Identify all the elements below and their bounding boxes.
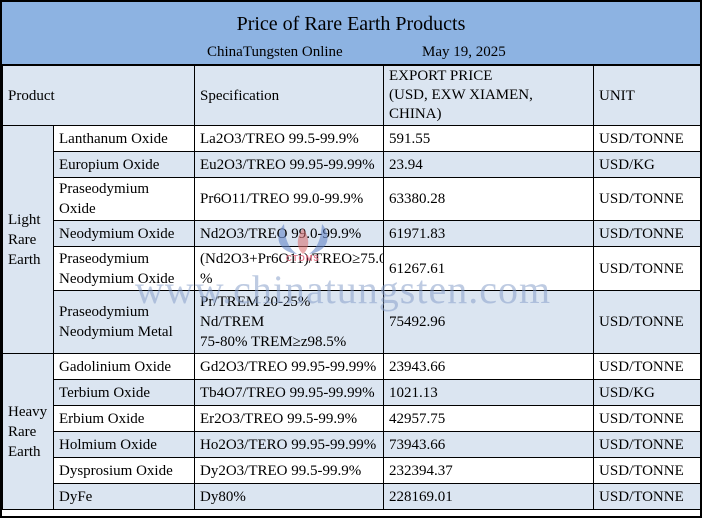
- table-row: Dysprosium Oxide Dy2O3/TREO 99.5-99.9% 232…: [3, 457, 700, 484]
- source-name: ChinaTungsten Online: [207, 44, 343, 60]
- table-row: Praseodymium Neodymium Oxide (Nd2O3+Pr6O1…: [3, 246, 700, 291]
- spec-cell: Eu2O3/TREO 99.95-99.99%: [194, 151, 385, 178]
- unit-cell: USD/KG: [593, 379, 700, 406]
- product-cell: DyFe: [52, 483, 196, 510]
- spec-cell: Nd2O3/TREO 99.0-99.9%: [194, 220, 385, 247]
- product-cell: Erbium Oxide: [52, 405, 196, 432]
- product-cell: Neodymium Oxide: [52, 220, 196, 247]
- unit-cell: USD/TONNE: [593, 431, 700, 458]
- spec-cell: Er2O3/TREO 99.5-99.9%: [194, 405, 385, 432]
- unit-cell: USD/TONNE: [593, 290, 700, 354]
- price-cell: 228169.01: [383, 483, 595, 510]
- spec-cell: (Nd2O3+Pr6O11)/TREO≥75.0 %: [194, 246, 385, 291]
- group-cell: Heavy Rare Earth: [2, 353, 54, 510]
- price-cell: 23943.66: [383, 353, 595, 380]
- header-row: Product Specification EXPORT PRICE (USD,…: [2, 65, 700, 126]
- product-cell: Gadolinium Oxide: [52, 353, 196, 380]
- spec-cell: Dy80%: [194, 483, 385, 510]
- unit-cell: USD/TONNE: [593, 457, 700, 484]
- unit-cell: USD/KG: [593, 151, 700, 178]
- table-row: Erbium Oxide Er2O3/TREO 99.5-99.9% 42957.7…: [3, 405, 700, 432]
- page-title: Price of Rare Earth Products: [236, 13, 466, 35]
- price-cell: 73943.66: [383, 431, 595, 458]
- product-cell: Holmium Oxide: [52, 431, 196, 458]
- col-header-spec: Specification: [194, 65, 385, 126]
- spec-cell: Pr6O11/TREO 99.0-99.9%: [194, 177, 385, 221]
- price-cell: 232394.37: [383, 457, 595, 484]
- price-cell: 42957.75: [383, 405, 595, 432]
- table-row: Praseodymium Oxide Pr6O11/TREO 99.0-99.9%…: [3, 177, 700, 221]
- disclaimer: Disclaimer: The above quotation from CTO…: [2, 510, 700, 516]
- product-cell: Praseodymium Oxide: [52, 177, 196, 221]
- table-row: Praseodymium Neodymium Metal Pr/TREM 20-2…: [3, 290, 700, 354]
- price-cell: 75492.96: [383, 290, 595, 354]
- group-cell: Light Rare Earth: [2, 125, 54, 354]
- price-cell: 63380.28: [383, 177, 595, 221]
- price-cell: 61267.61: [383, 246, 595, 291]
- col-header-unit: UNIT: [593, 65, 700, 126]
- table-row: Terbium Oxide Tb4O7/TREO 99.95-99.99% 1021…: [3, 379, 700, 406]
- unit-cell: USD/TONNE: [593, 483, 700, 510]
- unit-cell: USD/TONNE: [593, 246, 700, 291]
- col-header-price-line1: EXPORT PRICE: [389, 68, 493, 84]
- table-row: DyFe Dy80% 228169.01 USD/TONNE: [3, 483, 700, 510]
- unit-cell: USD/TONNE: [593, 125, 700, 152]
- publish-date: May 19, 2025: [422, 44, 506, 60]
- table-row: Heavy Rare Earth Gadolinium Oxide Gd2O3/TR…: [2, 353, 700, 510]
- spec-cell: Gd2O3/TREO 99.95-99.99%: [194, 353, 385, 380]
- price-cell: 23.94: [383, 151, 595, 178]
- table-row: Neodymium Oxide Nd2O3/TREO 99.0-99.9% 6197…: [3, 220, 700, 247]
- product-cell: Terbium Oxide: [52, 379, 196, 406]
- price-cell: 1021.13: [383, 379, 595, 406]
- product-cell: Praseodymium Neodymium Oxide: [52, 246, 196, 291]
- table-row: Europium Oxide Eu2O3/TREO 99.95-99.99% 23.…: [3, 151, 700, 178]
- spec-cell: Dy2O3/TREO 99.5-99.9%: [194, 457, 385, 484]
- product-cell: Lanthanum Oxide: [52, 125, 196, 152]
- col-header-price: EXPORT PRICE (USD, EXW XIAMEN, CHINA): [383, 65, 595, 126]
- table-banner: Price of Rare Earth Products ChinaTungst…: [2, 2, 700, 65]
- unit-cell: USD/TONNE: [593, 220, 700, 247]
- col-header-product: Product: [2, 65, 196, 126]
- spec-cell: Pr/TREM 20-25% Nd/TREM 75-80% TREM≥z98.5…: [194, 290, 385, 354]
- product-cell: Praseodymium Neodymium Metal: [52, 290, 196, 354]
- table-row: Holmium Oxide Ho2O3/TERO 99.95-99.99% 7394…: [3, 431, 700, 458]
- product-cell: Dysprosium Oxide: [52, 457, 196, 484]
- product-cell: Europium Oxide: [52, 151, 196, 178]
- col-header-price-line2: (USD, EXW XIAMEN, CHINA): [389, 87, 533, 122]
- price-cell: 591.55: [383, 125, 595, 152]
- unit-cell: USD/TONNE: [593, 353, 700, 380]
- price-cell: 61971.83: [383, 220, 595, 247]
- table-row: Light Rare Earth Lanthanum Oxide La2O3/TRE…: [2, 125, 700, 354]
- spec-cell: Ho2O3/TERO 99.95-99.99%: [194, 431, 385, 458]
- unit-cell: USD/TONNE: [593, 405, 700, 432]
- unit-cell: USD/TONNE: [593, 177, 700, 221]
- spec-cell: Tb4O7/TREO 99.95-99.99%: [194, 379, 385, 406]
- spec-cell: La2O3/TREO 99.5-99.9%: [194, 125, 385, 152]
- price-table: Product Specification EXPORT PRICE (USD,…: [2, 65, 700, 510]
